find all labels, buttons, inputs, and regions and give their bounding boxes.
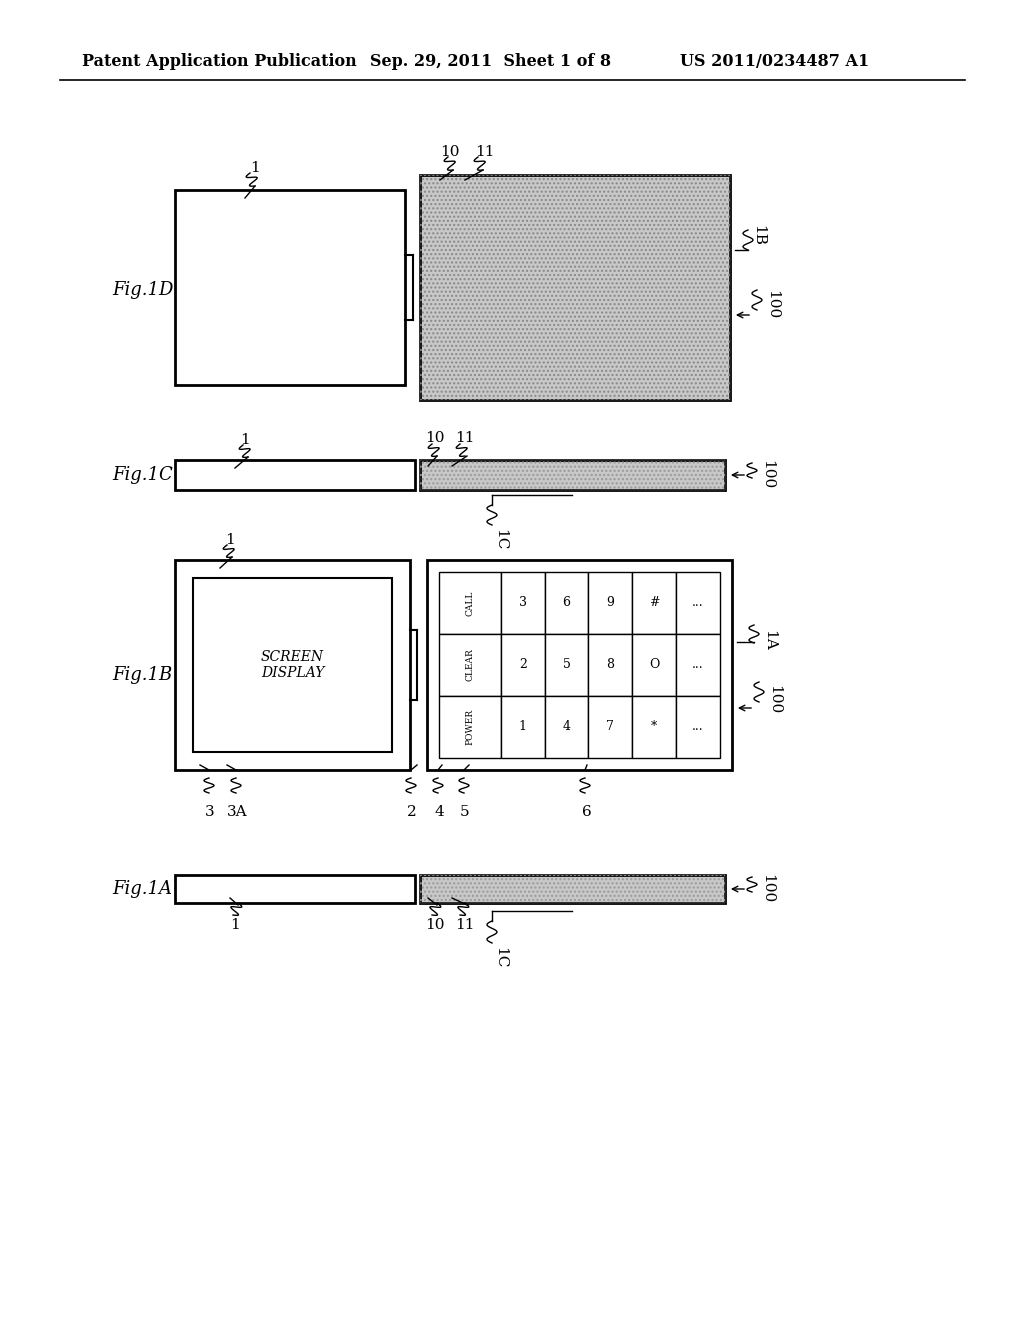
Bar bbox=[545, 696, 589, 758]
Text: 1: 1 bbox=[519, 721, 526, 734]
Text: 6: 6 bbox=[562, 597, 570, 610]
Bar bbox=[420, 176, 730, 400]
Text: 100: 100 bbox=[760, 874, 774, 904]
Text: Fig.1D: Fig.1D bbox=[112, 281, 173, 300]
Text: 5: 5 bbox=[460, 805, 470, 818]
Text: ...: ... bbox=[692, 721, 703, 734]
Text: 1: 1 bbox=[230, 917, 240, 932]
Bar bbox=[420, 875, 725, 903]
Text: 4: 4 bbox=[434, 805, 443, 818]
Text: 3: 3 bbox=[519, 597, 526, 610]
Text: 100: 100 bbox=[765, 290, 779, 319]
Bar bbox=[175, 875, 415, 903]
Text: 10: 10 bbox=[425, 917, 444, 932]
Bar bbox=[193, 578, 392, 752]
Text: #: # bbox=[649, 597, 659, 610]
Text: 1: 1 bbox=[250, 161, 260, 176]
Text: SCREEN
DISPLAY: SCREEN DISPLAY bbox=[261, 649, 325, 680]
Text: US 2011/0234487 A1: US 2011/0234487 A1 bbox=[680, 54, 869, 70]
Text: 5: 5 bbox=[562, 659, 570, 672]
Text: Fig.1B: Fig.1B bbox=[112, 667, 172, 684]
Text: 4: 4 bbox=[562, 721, 570, 734]
Bar bbox=[676, 572, 720, 634]
Text: ...: ... bbox=[692, 597, 703, 610]
Text: 1: 1 bbox=[240, 433, 250, 447]
Bar bbox=[420, 176, 730, 400]
Bar bbox=[589, 572, 633, 634]
Bar bbox=[175, 190, 406, 385]
Bar bbox=[175, 459, 415, 490]
Bar bbox=[545, 572, 589, 634]
Text: *: * bbox=[651, 721, 657, 734]
Bar bbox=[501, 572, 545, 634]
Bar bbox=[420, 459, 725, 490]
Text: 11: 11 bbox=[475, 145, 495, 158]
Bar bbox=[439, 634, 501, 696]
Text: 3: 3 bbox=[205, 805, 215, 818]
Text: Sep. 29, 2011  Sheet 1 of 8: Sep. 29, 2011 Sheet 1 of 8 bbox=[370, 54, 611, 70]
Text: 10: 10 bbox=[440, 145, 460, 158]
Bar bbox=[501, 696, 545, 758]
Text: 8: 8 bbox=[606, 659, 614, 672]
Text: 1B: 1B bbox=[751, 224, 765, 246]
Bar bbox=[420, 875, 725, 903]
Text: 100: 100 bbox=[767, 685, 781, 714]
Text: 3A: 3A bbox=[226, 805, 248, 818]
Bar bbox=[439, 572, 501, 634]
Bar bbox=[175, 560, 410, 770]
Text: 11: 11 bbox=[456, 432, 475, 445]
Text: Fig.1C: Fig.1C bbox=[112, 466, 173, 484]
Bar bbox=[545, 634, 589, 696]
Bar bbox=[501, 634, 545, 696]
Bar bbox=[633, 634, 676, 696]
Text: 2: 2 bbox=[519, 659, 526, 672]
Bar bbox=[420, 459, 725, 490]
Text: 6: 6 bbox=[582, 805, 592, 818]
Bar bbox=[633, 572, 676, 634]
Text: CLEAR: CLEAR bbox=[466, 648, 474, 681]
Text: Fig.1A: Fig.1A bbox=[112, 880, 172, 898]
Bar bbox=[633, 696, 676, 758]
Text: 1: 1 bbox=[225, 533, 234, 546]
Bar bbox=[427, 560, 732, 770]
Text: 10: 10 bbox=[425, 432, 444, 445]
Text: 2: 2 bbox=[408, 805, 417, 818]
Text: POWER: POWER bbox=[466, 709, 474, 744]
Text: 11: 11 bbox=[456, 917, 475, 932]
Text: 100: 100 bbox=[760, 461, 774, 490]
Text: CALL: CALL bbox=[466, 590, 474, 615]
Text: 1A: 1A bbox=[762, 630, 776, 651]
Bar bbox=[589, 696, 633, 758]
Text: O: O bbox=[649, 659, 659, 672]
Text: 7: 7 bbox=[606, 721, 614, 734]
Bar bbox=[439, 696, 501, 758]
Text: Patent Application Publication: Patent Application Publication bbox=[82, 54, 356, 70]
Bar bbox=[589, 634, 633, 696]
Text: 9: 9 bbox=[606, 597, 614, 610]
Text: 1C: 1C bbox=[493, 529, 507, 550]
Bar bbox=[676, 634, 720, 696]
Text: 1C: 1C bbox=[493, 948, 507, 969]
Bar bbox=[676, 696, 720, 758]
Text: ...: ... bbox=[692, 659, 703, 672]
